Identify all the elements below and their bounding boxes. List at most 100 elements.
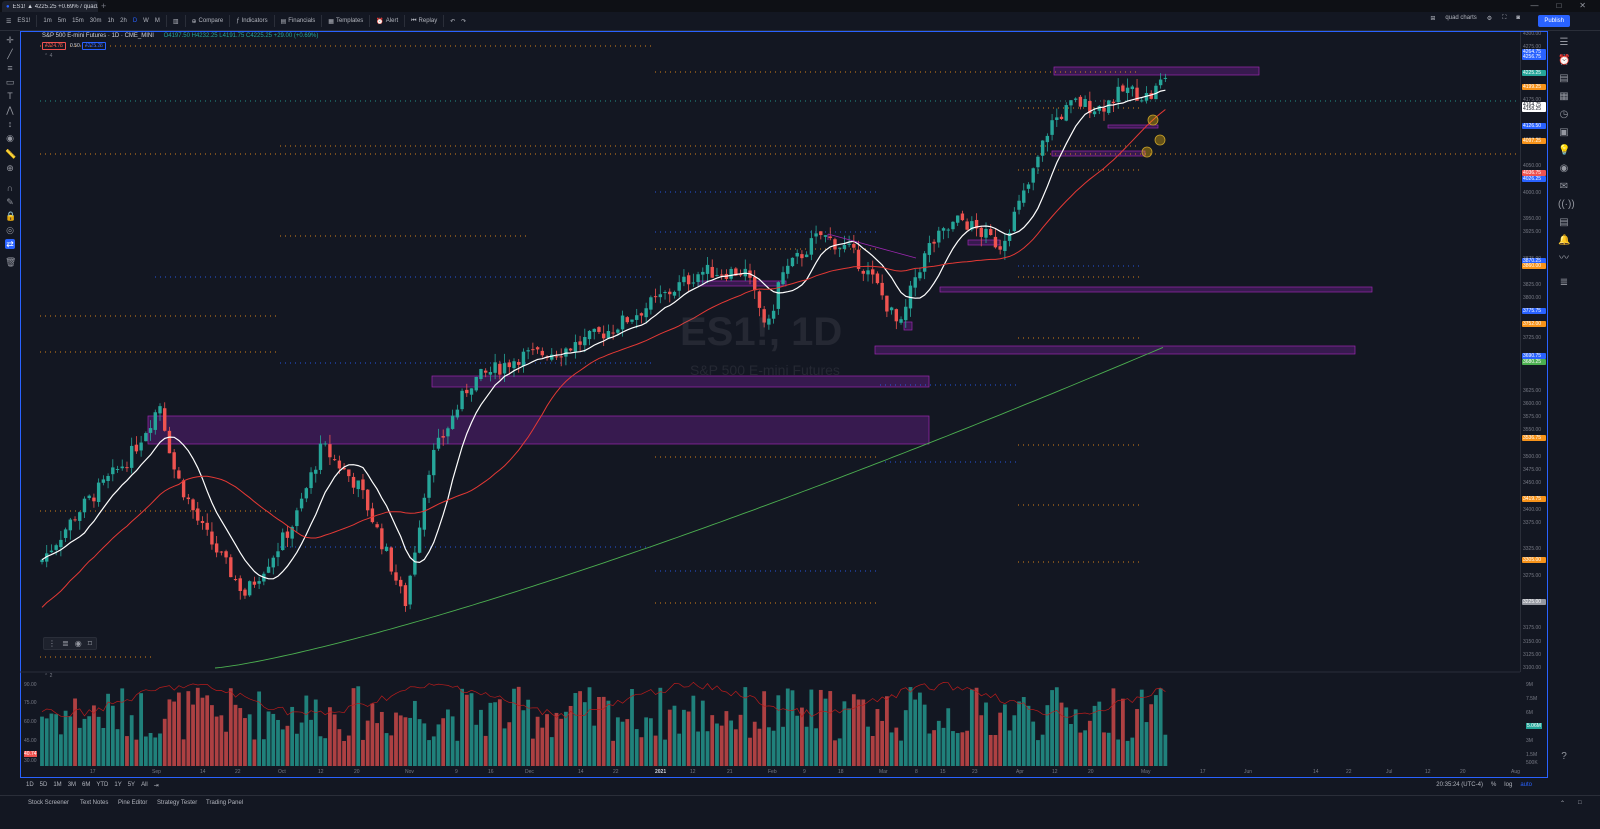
bottom-tab-stock-screener[interactable]: Stock Screener: [28, 800, 70, 806]
bottom-tab-text-notes[interactable]: Text Notes: [80, 800, 109, 806]
price-scale[interactable]: 4300.004275.004225.004175.004125.004100.…: [1520, 31, 1548, 672]
bottom-tab-strategy-tester[interactable]: Strategy Tester: [157, 800, 198, 806]
crosshair-icon[interactable]: ✛: [6, 35, 14, 45]
streams-icon[interactable]: ◉: [1559, 163, 1569, 174]
maximize-icon[interactable]: □: [1556, 1, 1562, 10]
chart-type-button[interactable]: ▥: [173, 18, 179, 25]
alert-button[interactable]: ⏰ Alert: [376, 18, 398, 25]
layout-name[interactable]: quad charts: [1445, 15, 1477, 21]
lock-icon[interactable]: 🔒: [5, 211, 17, 221]
symbol-search-button[interactable]: ES1!: [17, 18, 31, 24]
data-window-icon[interactable]: ▦: [1559, 91, 1569, 102]
volume-panel-toggle[interactable]: ⌃ 2: [44, 673, 53, 679]
time-axis[interactable]: 17 Sep 14 22 Oct 12 20 Nov 9 16 Dec 14 22 2021 12 21 Feb…: [20, 768, 1520, 777]
camera-icon[interactable]: ◙: [1516, 15, 1520, 21]
range-ytd[interactable]: YTD: [96, 782, 109, 788]
indicators-collapsed[interactable]: ⌃ 4: [44, 53, 53, 59]
interval-1h[interactable]: 1h: [107, 18, 115, 24]
bid-price-box[interactable]: 4224.75: [42, 42, 67, 50]
text-icon[interactable]: T: [7, 91, 13, 101]
templates-button[interactable]: ▦ Templates: [328, 18, 363, 25]
interval-w[interactable]: W: [143, 18, 149, 24]
trash-icon[interactable]: 🗑: [5, 257, 17, 267]
timezone-clock[interactable]: 20:35:24 (UTC-4): [1436, 782, 1483, 788]
rectangle-icon[interactable]: ▭: [5, 77, 15, 87]
ask-price-box[interactable]: 4225.25: [82, 42, 107, 50]
broadcast-icon[interactable]: ((·)): [1558, 199, 1575, 210]
interval-2h[interactable]: 2h: [120, 18, 127, 24]
log-toggle[interactable]: log: [1504, 782, 1513, 788]
interval-30m[interactable]: 30m: [89, 18, 102, 24]
prediction-icon[interactable]: ↕: [7, 119, 13, 129]
interval-5m[interactable]: 5m: [57, 18, 67, 24]
replay-button[interactable]: ⏮ Replay: [411, 18, 437, 25]
range-1d[interactable]: 1D: [26, 782, 34, 788]
compare-button[interactable]: ⊕ Compare: [192, 18, 224, 25]
help-icon[interactable]: ?: [1561, 751, 1567, 762]
redo-button[interactable]: ↷: [461, 18, 466, 25]
hotlist-icon[interactable]: ◷: [1559, 109, 1569, 120]
ideas-icon[interactable]: 💡: [1558, 145, 1571, 156]
indicators-button[interactable]: ƒ Indicators: [236, 18, 267, 24]
calendar-icon[interactable]: ▣: [1559, 127, 1569, 138]
range-1y[interactable]: 1Y: [114, 782, 122, 788]
grip-icon[interactable]: ⋮: [48, 639, 56, 648]
percent-toggle[interactable]: %: [1490, 782, 1497, 788]
goto-date-icon[interactable]: ⇥: [153, 782, 159, 789]
range-6m[interactable]: 6M: [82, 782, 91, 788]
bracket-icon[interactable]: ⌑: [87, 639, 92, 648]
financials-button[interactable]: ▤ Financials: [281, 18, 316, 25]
publish-button[interactable]: Publish: [1538, 15, 1570, 27]
new-tab-button[interactable]: +: [101, 1, 107, 11]
volume-bar: [1021, 697, 1026, 766]
time-label: May: [1141, 769, 1151, 775]
calculator-icon[interactable]: ▤: [1559, 217, 1569, 228]
bottom-tab-trading-panel[interactable]: Trading Panel: [206, 800, 244, 806]
legend-title[interactable]: S&P 500 E-mini Futures · 1D · CME_MINI: [42, 33, 154, 39]
browser-tab[interactable]: ● ES1! ▲ 4225.25 +0.69% / quad...: [2, 1, 98, 12]
interval-m[interactable]: M: [154, 18, 160, 24]
range-5y[interactable]: 5Y: [127, 782, 136, 788]
trend-line-icon[interactable]: ╱: [7, 49, 13, 59]
pattern-icon[interactable]: ⋀: [6, 105, 14, 115]
eye-icon[interactable]: ◉: [6, 133, 14, 143]
pulse-icon[interactable]: 〰: [1559, 253, 1569, 264]
menu-icon[interactable]: ☰: [6, 18, 12, 25]
chat-icon[interactable]: ✉: [1559, 181, 1569, 192]
layout-grid-icon[interactable]: ⊞: [1430, 16, 1436, 22]
alerts-icon[interactable]: ⏰: [1558, 55, 1571, 66]
ruler-icon[interactable]: 📏: [5, 149, 17, 159]
time-label: 20: [1088, 769, 1094, 775]
interval-15m[interactable]: 15m: [72, 18, 84, 24]
news-icon[interactable]: ▤: [1559, 73, 1569, 84]
range-1m[interactable]: 1M: [53, 782, 62, 788]
interval-1m[interactable]: 1m: [43, 18, 52, 24]
settings-gear-icon[interactable]: ⚙: [1486, 16, 1493, 22]
pencil-lock-icon[interactable]: ✎: [6, 197, 14, 207]
layers-icon[interactable]: ≣: [62, 639, 69, 648]
toolbar-divider: [443, 15, 445, 27]
fib-icon[interactable]: ≡: [7, 63, 13, 73]
watchlist-icon[interactable]: ☰: [1559, 37, 1569, 48]
eye-icon[interactable]: ◉: [74, 639, 82, 648]
magnet-icon[interactable]: ∩: [6, 183, 14, 193]
interval-d[interactable]: D: [132, 18, 138, 24]
close-icon[interactable]: ✕: [1579, 1, 1586, 10]
range-all[interactable]: All: [141, 782, 148, 788]
fullscreen-icon[interactable]: ⛶: [1502, 15, 1507, 21]
auto-toggle[interactable]: auto: [1520, 782, 1532, 788]
range-5d[interactable]: 5D: [39, 782, 48, 788]
range-3m[interactable]: 3M: [67, 782, 77, 788]
notifications-icon[interactable]: 🔔: [1558, 235, 1571, 246]
bottom-tab-pine-editor[interactable]: Pine Editor: [118, 800, 148, 806]
panel-expand-icon[interactable]: ⌃: [1560, 801, 1566, 807]
panel-maximize-icon[interactable]: □: [1578, 800, 1582, 806]
undo-button[interactable]: ↶: [450, 18, 455, 25]
sync-drawings-icon[interactable]: ⇄: [5, 239, 15, 249]
visibility-icon[interactable]: ◎: [6, 225, 14, 235]
zoom-icon[interactable]: ⊕: [6, 163, 14, 173]
minimize-icon[interactable]: —: [1530, 1, 1539, 10]
order-panel-icon[interactable]: ≣: [1559, 277, 1569, 288]
chart-pane[interactable]: [20, 31, 1548, 778]
